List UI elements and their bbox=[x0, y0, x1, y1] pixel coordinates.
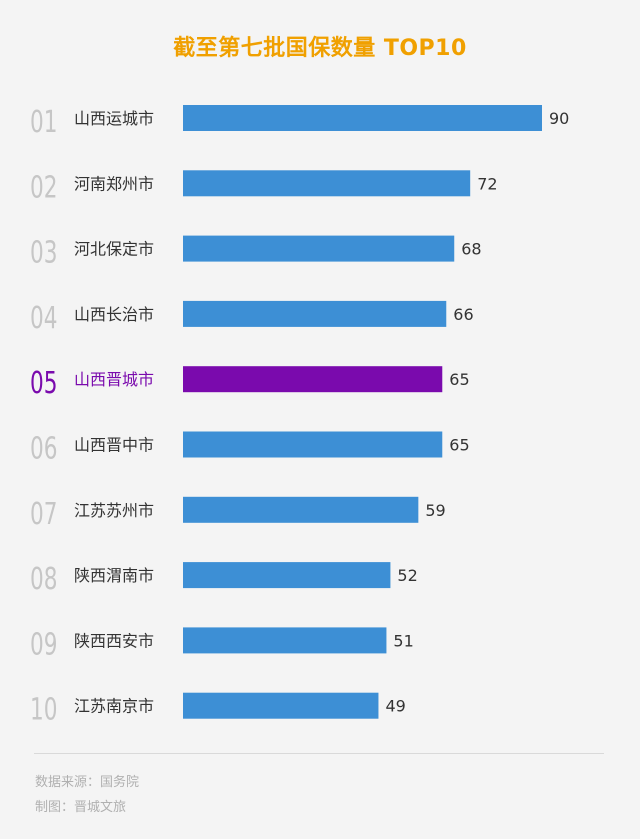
bar bbox=[183, 300, 447, 327]
bar bbox=[183, 562, 391, 589]
bar bbox=[183, 170, 471, 197]
rank-number: 01 bbox=[30, 106, 57, 140]
category-label: 山西运城市 bbox=[74, 109, 154, 128]
bar bbox=[183, 496, 419, 523]
category-label: 陕西西安市 bbox=[74, 631, 154, 650]
bar bbox=[183, 366, 443, 393]
category-label: 河北保定市 bbox=[74, 240, 154, 259]
value-label: 59 bbox=[425, 501, 445, 520]
bar bbox=[183, 627, 387, 654]
rank-number: 03 bbox=[30, 236, 57, 270]
category-label: 江苏南京市 bbox=[74, 697, 154, 716]
rank-number: 06 bbox=[30, 432, 57, 466]
value-label: 72 bbox=[477, 174, 497, 193]
bar bbox=[183, 431, 443, 458]
value-label: 65 bbox=[449, 370, 469, 389]
value-label: 51 bbox=[393, 631, 413, 650]
category-label: 山西长治市 bbox=[74, 305, 154, 324]
value-label: 65 bbox=[449, 436, 469, 455]
chart-title: 截至第七批国保数量 TOP10 bbox=[173, 36, 467, 61]
rank-number: 07 bbox=[30, 497, 57, 531]
value-label: 49 bbox=[385, 697, 405, 716]
bar bbox=[183, 105, 542, 131]
value-label: 90 bbox=[549, 109, 569, 128]
rank-number: 09 bbox=[30, 628, 57, 662]
category-label: 山西晋城市 bbox=[74, 370, 154, 389]
divider bbox=[34, 753, 604, 754]
chart-maker-note: 制图：晋城文旅 bbox=[35, 800, 127, 815]
category-label: 河南郑州市 bbox=[74, 174, 154, 193]
rank-number: 04 bbox=[30, 302, 57, 336]
bar bbox=[183, 235, 455, 262]
category-label: 江苏苏州市 bbox=[74, 501, 154, 520]
data-source-note: 数据来源：国务院 bbox=[35, 775, 140, 790]
rank-number: 10 bbox=[30, 693, 57, 727]
rank-number: 02 bbox=[30, 171, 57, 205]
value-label: 66 bbox=[453, 305, 473, 324]
value-label: 52 bbox=[397, 566, 417, 585]
category-label: 山西晋中市 bbox=[74, 436, 154, 455]
value-label: 68 bbox=[461, 240, 481, 259]
rank-number: 08 bbox=[30, 563, 57, 597]
rank-number: 05 bbox=[30, 367, 57, 401]
category-label: 陕西渭南市 bbox=[74, 566, 154, 585]
bar bbox=[183, 692, 379, 719]
